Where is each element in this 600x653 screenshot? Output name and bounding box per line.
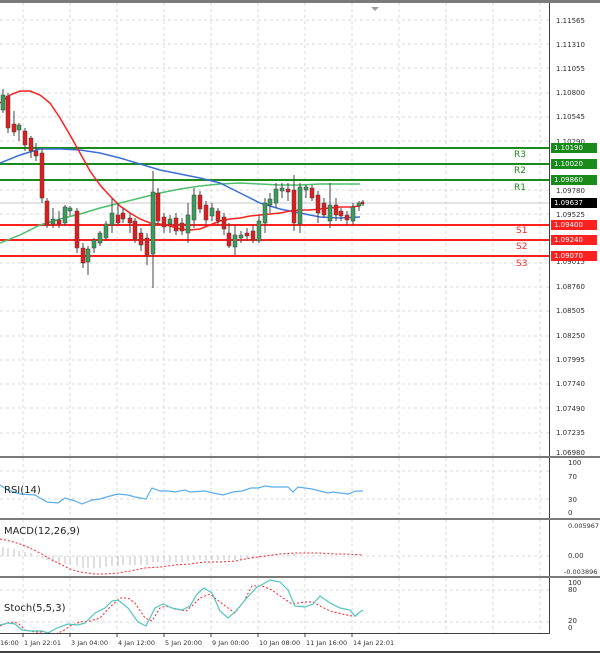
price-tick: 1.10800 — [556, 89, 585, 97]
price-tick: 1.10545 — [556, 113, 585, 121]
macd-panel[interactable]: MACD(12,26,9) — [0, 520, 550, 576]
price-tick: 1.11565 — [556, 17, 585, 25]
rsi-tick-100: 100 — [568, 459, 582, 467]
price-chart[interactable]: R3 R2 R1 S1 S2 S3 — [0, 3, 550, 457]
price-tick: 1.10290 — [556, 138, 585, 146]
macd-tick-zero: 0.00 — [568, 552, 584, 560]
price-tick: 1.07995 — [556, 356, 585, 364]
price-tick: 1.08505 — [556, 307, 585, 315]
s2-price-tag: 1.09240 — [551, 235, 597, 245]
price-axis[interactable]: 1.11565 1.11310 1.11055 1.10800 1.10545 … — [550, 3, 600, 457]
macd-canvas — [0, 520, 550, 576]
panel-separator[interactable] — [0, 518, 600, 520]
time-label: 4 Jan 12:00 — [118, 639, 156, 647]
price-tick: 1.11055 — [556, 65, 585, 73]
s3-price-tag: 1.09070 — [551, 251, 597, 261]
stoch-panel[interactable]: Stoch(5,5,3) — [0, 578, 550, 633]
rsi-axis-border — [549, 458, 550, 518]
price-tick: 1.09015 — [556, 258, 585, 266]
price-tick: 1.11310 — [556, 41, 585, 49]
price-chart-canvas — [0, 3, 550, 457]
time-axis-border — [0, 633, 550, 634]
macd-tick-min: -0.003896 — [564, 568, 598, 576]
rsi-canvas — [0, 458, 550, 518]
rsi-tick-0: 0 — [568, 509, 573, 517]
panel-separator[interactable] — [0, 456, 600, 458]
top-border — [0, 0, 600, 3]
r2-label: R2 — [514, 166, 526, 176]
stoch-tick-0: 0 — [568, 624, 573, 632]
macd-tick-max: 0.005967 — [568, 522, 600, 530]
time-axis[interactable] — [0, 634, 600, 653]
rsi-axis[interactable]: 100 70 30 0 — [550, 458, 600, 518]
stoch-canvas — [0, 578, 550, 633]
r3-price-tag: 1.10190 — [551, 143, 597, 153]
current-price-tag: 1.09637 — [551, 198, 597, 208]
macd-axis-border — [549, 520, 550, 576]
time-label: 5 Jan 20:00 — [165, 639, 203, 647]
price-tick: 1.07490 — [556, 405, 585, 413]
time-label: 3 Jan 04:00 — [71, 639, 109, 647]
rsi-panel[interactable]: RSI(14) — [0, 458, 550, 518]
rsi-tick-70: 70 — [568, 473, 577, 481]
r3-label: R3 — [514, 150, 526, 160]
macd-histogram — [2, 547, 295, 568]
price-tick: 1.08760 — [556, 283, 585, 291]
s2-label: S2 — [516, 242, 528, 252]
r1-label: R1 — [514, 183, 526, 193]
price-tick: 1.08250 — [556, 332, 585, 340]
price-tick: 1.09780 — [556, 187, 585, 195]
stoch-tick-100: 100 — [568, 579, 582, 587]
s3-label: S3 — [516, 259, 528, 269]
s1-price-tag: 1.09400 — [551, 220, 597, 230]
time-label: 10 Jan 08:00 — [259, 639, 301, 647]
r1-price-tag: 1.09860 — [551, 175, 597, 185]
s1-label: S1 — [516, 226, 528, 236]
stoch-title: Stoch(5,5,3) — [4, 603, 66, 614]
time-label: 14 Jan 22:01 — [353, 639, 395, 647]
time-label: 1 Jan 22:01 — [24, 639, 62, 647]
time-label: 16:00 — [0, 639, 19, 647]
bottom-border — [0, 651, 600, 653]
time-ticks — [22, 634, 353, 637]
price-tick: 1.07740 — [556, 380, 585, 388]
macd-axis[interactable]: 0.005967 0.00 -0.003896 — [550, 520, 600, 576]
price-tick: 1.06980 — [556, 449, 585, 457]
price-axis-border — [549, 3, 550, 457]
rsi-tick-30: 30 — [568, 496, 577, 504]
time-label: 11 Jan 16:00 — [306, 639, 348, 647]
rsi-title: RSI(14) — [4, 485, 41, 496]
r2-price-tag: 1.10020 — [551, 159, 597, 169]
price-tick: 1.09525 — [556, 211, 585, 219]
stoch-tick-80: 80 — [568, 586, 577, 594]
price-tick: 1.07235 — [556, 429, 585, 437]
macd-title: MACD(12,26,9) — [4, 526, 80, 537]
panel-separator[interactable] — [0, 576, 600, 578]
stoch-axis-border — [549, 578, 550, 633]
stoch-axis[interactable]: 100 80 20 0 — [550, 578, 600, 633]
time-label: 9 Jan 00:00 — [212, 639, 250, 647]
stoch-tick-20: 20 — [568, 617, 577, 625]
